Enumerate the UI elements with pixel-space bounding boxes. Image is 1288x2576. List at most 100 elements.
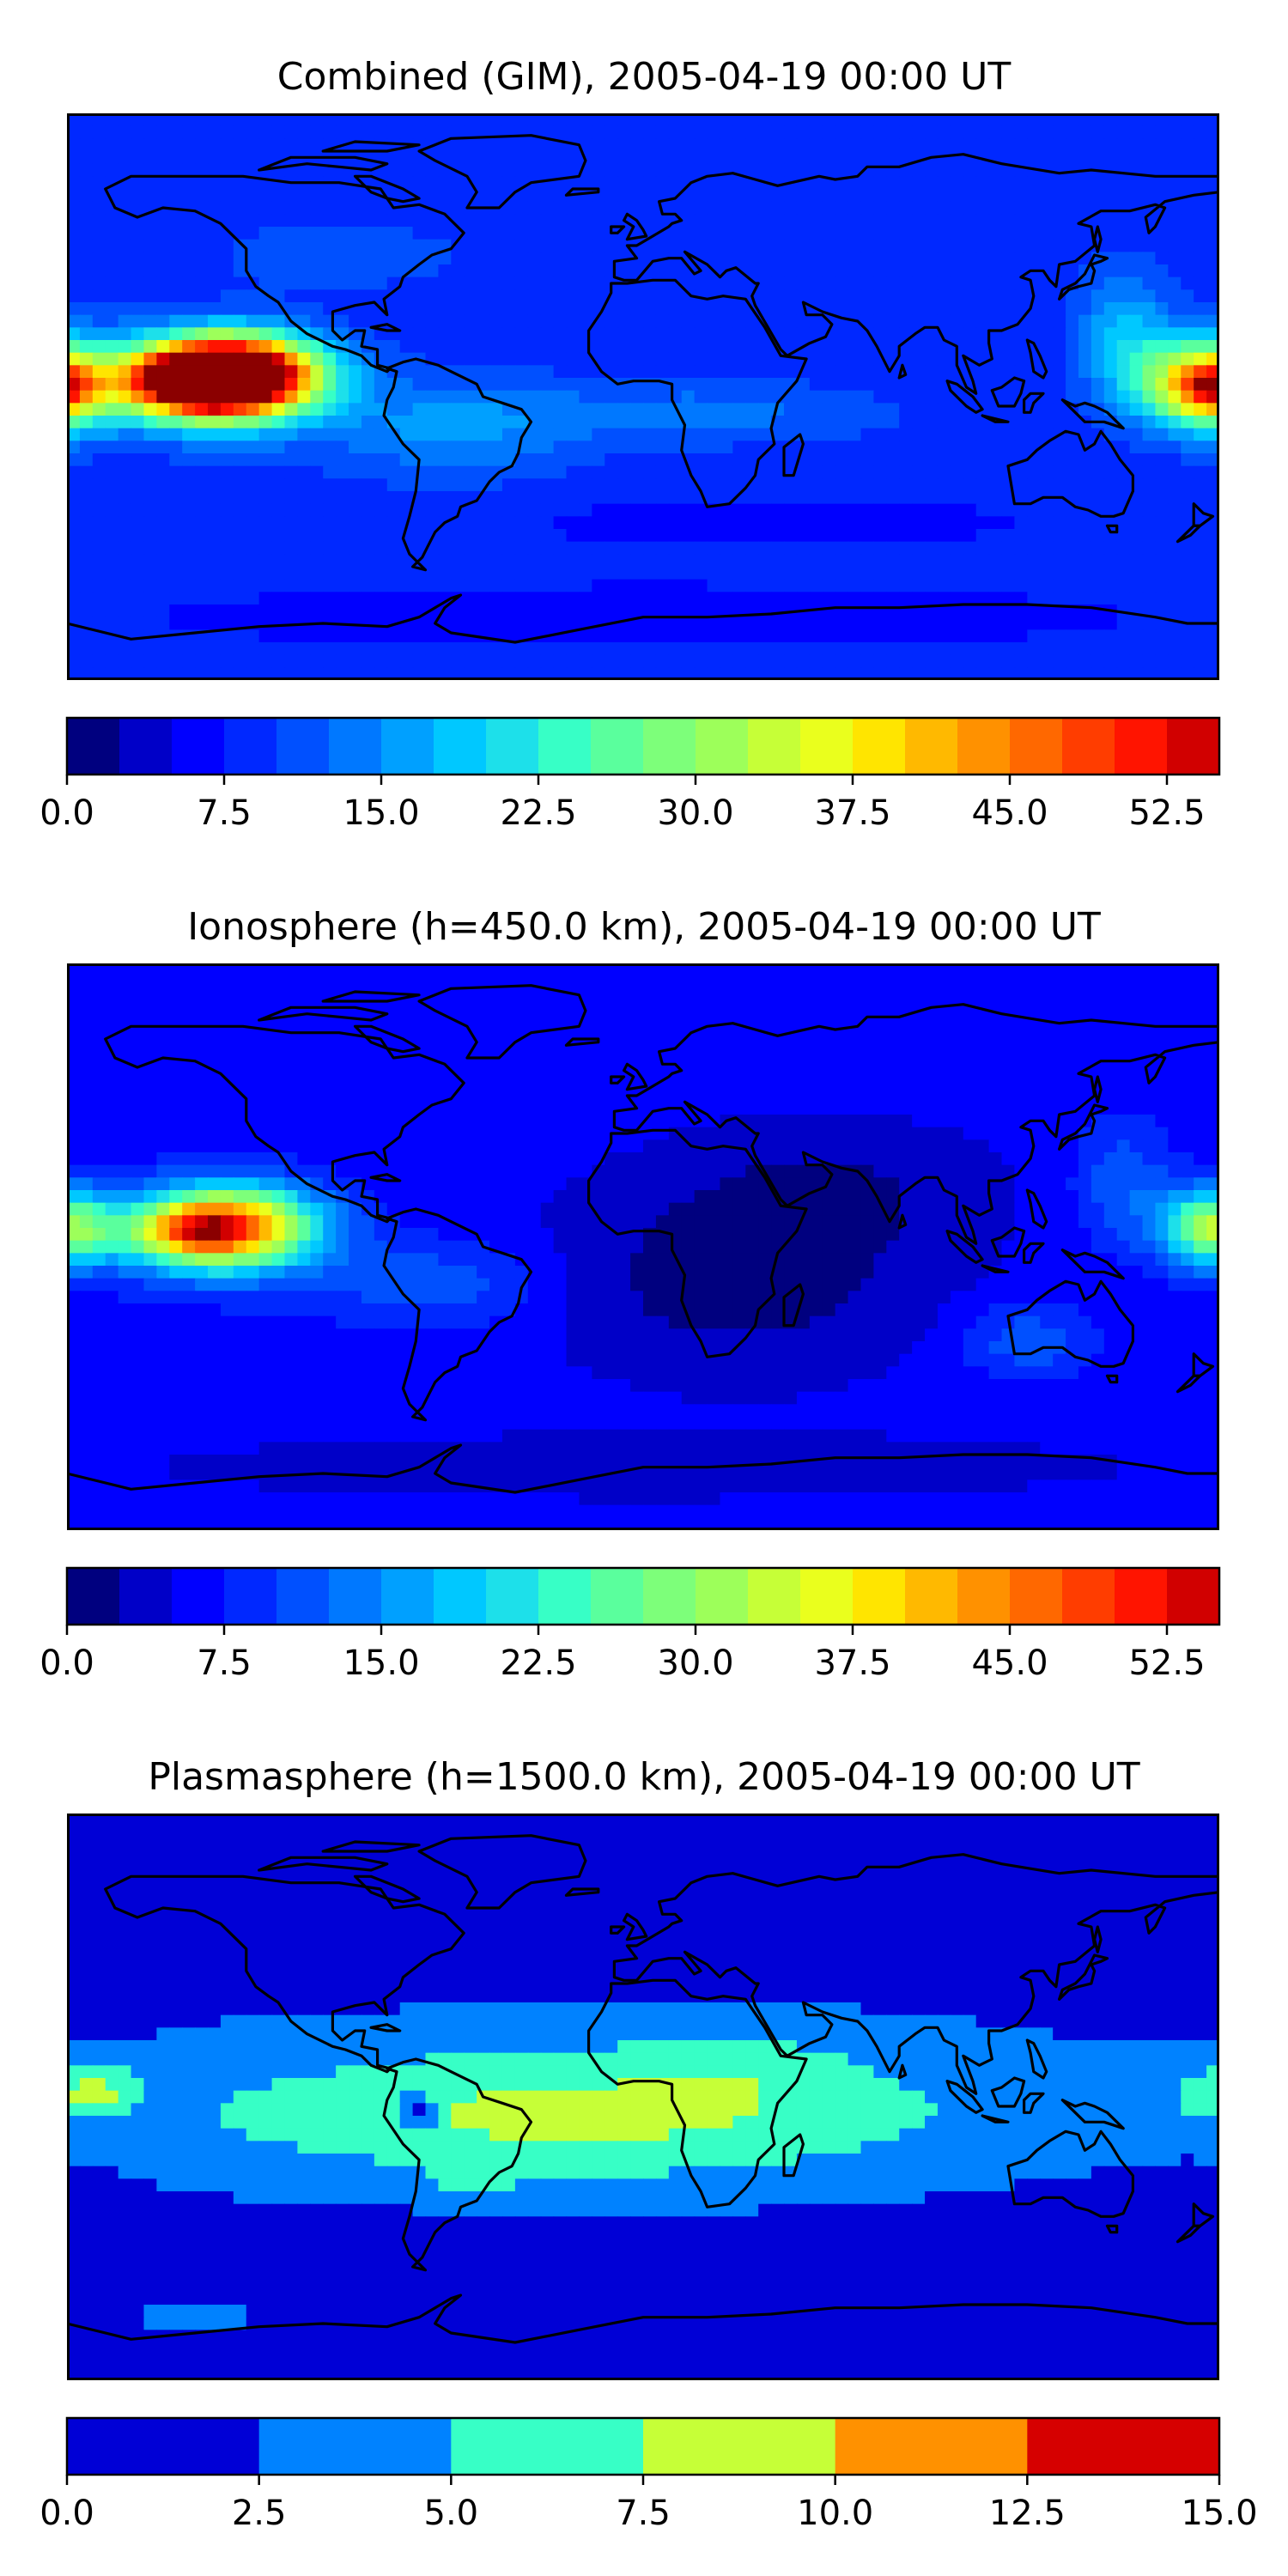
heatmap-cell (208, 567, 222, 580)
heatmap-cell (271, 214, 286, 228)
heatmap-cell (643, 554, 657, 568)
heatmap-cell (412, 428, 427, 441)
heatmap-cell (1206, 1064, 1219, 1078)
heatmap-cell (1116, 975, 1131, 989)
heatmap-cell (92, 252, 106, 265)
heatmap-cell (784, 289, 798, 303)
heatmap-cell (873, 151, 887, 165)
heatmap-cell (1129, 554, 1144, 568)
heatmap-cell (79, 654, 94, 668)
heatmap-cell (1091, 340, 1105, 354)
heatmap-cell (873, 365, 887, 379)
colorbar-tick-label: 45.0 (971, 793, 1048, 833)
heatmap-cell (605, 201, 618, 215)
heatmap-cell (79, 453, 94, 467)
heatmap-cell (745, 1077, 759, 1091)
heatmap-cell (605, 605, 618, 618)
heatmap-cell (208, 605, 222, 618)
heatmap-cell (425, 579, 440, 592)
heatmap-cell (784, 239, 798, 252)
heatmap-cell (630, 176, 644, 190)
heatmap-cell (848, 453, 862, 467)
heatmap-cell (655, 264, 670, 278)
heatmap-cell (297, 239, 311, 252)
heatmap-cell (886, 1077, 900, 1091)
colorbar-frame (65, 716, 1221, 776)
heatmap-cell (246, 1064, 260, 1078)
heatmap-cell (668, 465, 683, 479)
heatmap-cell (732, 579, 746, 592)
heatmap-cell (758, 214, 772, 228)
heatmap-cell (1001, 264, 1016, 278)
heatmap-cell (899, 239, 913, 252)
heatmap-cell (131, 340, 145, 354)
heatmap-cell (655, 605, 670, 618)
heatmap-cell (1078, 227, 1092, 240)
heatmap-cell (258, 453, 273, 467)
heatmap-cell (950, 478, 964, 492)
heatmap-cell (169, 592, 183, 605)
heatmap-cell (1155, 163, 1169, 177)
heatmap-cell (1129, 654, 1144, 668)
heatmap-cell (258, 403, 273, 416)
heatmap-cell (1066, 975, 1079, 989)
colorbar-segment (853, 718, 906, 775)
heatmap-cell (1053, 252, 1066, 265)
heatmap-cell (131, 516, 145, 530)
heatmap-cell (451, 453, 465, 467)
heatmap-cell (975, 428, 990, 441)
heatmap-cell (374, 579, 388, 592)
heatmap-cell (1116, 541, 1131, 555)
heatmap-cell (1129, 252, 1144, 265)
heatmap-cell (1001, 1001, 1016, 1015)
heatmap-cell (1001, 428, 1016, 441)
heatmap-cell (386, 1013, 401, 1027)
heatmap-cell (925, 365, 939, 379)
heatmap-cell (349, 239, 362, 252)
heatmap-cell (860, 579, 874, 592)
heatmap-cell (694, 1077, 708, 1091)
heatmap-cell (258, 227, 273, 240)
heatmap-cell (425, 390, 440, 404)
heatmap-cell (758, 352, 772, 366)
heatmap-cell (886, 988, 900, 1002)
heatmap-cell (1194, 416, 1207, 429)
heatmap-cell (809, 289, 823, 303)
heatmap-cell (169, 503, 183, 517)
heatmap-cell (182, 302, 196, 316)
heatmap-cell (67, 554, 81, 568)
heatmap-cell (707, 201, 721, 215)
heatmap-cell (540, 440, 555, 454)
heatmap-cell (668, 453, 683, 467)
heatmap-cell (822, 988, 836, 1002)
heatmap-cell (1168, 163, 1182, 177)
heatmap-cell (399, 239, 414, 252)
heatmap-cell (131, 1013, 145, 1027)
heatmap-cell (1091, 352, 1105, 366)
heatmap-cell (501, 654, 516, 668)
heatmap-cell (720, 1077, 733, 1091)
heatmap-cell (720, 491, 733, 505)
heatmap-cell (182, 113, 196, 127)
heatmap-cell (131, 416, 145, 429)
heatmap-cell (79, 605, 94, 618)
heatmap-cell (336, 516, 349, 530)
heatmap-cell (1155, 227, 1169, 240)
heatmap-cell (1142, 465, 1157, 479)
heatmap-cell (297, 227, 311, 240)
heatmap-cell (1168, 1064, 1182, 1078)
heatmap-cell (208, 579, 222, 592)
heatmap-cell (246, 327, 260, 341)
heatmap-cell (1027, 567, 1041, 580)
heatmap-cell (143, 314, 157, 328)
heatmap-cell (1206, 264, 1219, 278)
heatmap-cell (1194, 403, 1207, 416)
heatmap-cell (566, 529, 580, 543)
heatmap-cell (784, 214, 798, 228)
heatmap-cell (67, 125, 81, 139)
heatmap-cell (707, 252, 721, 265)
heatmap-cell (592, 276, 605, 290)
heatmap-cell (451, 554, 465, 568)
colorbar-segment (591, 718, 644, 775)
heatmap-cell (92, 403, 106, 416)
